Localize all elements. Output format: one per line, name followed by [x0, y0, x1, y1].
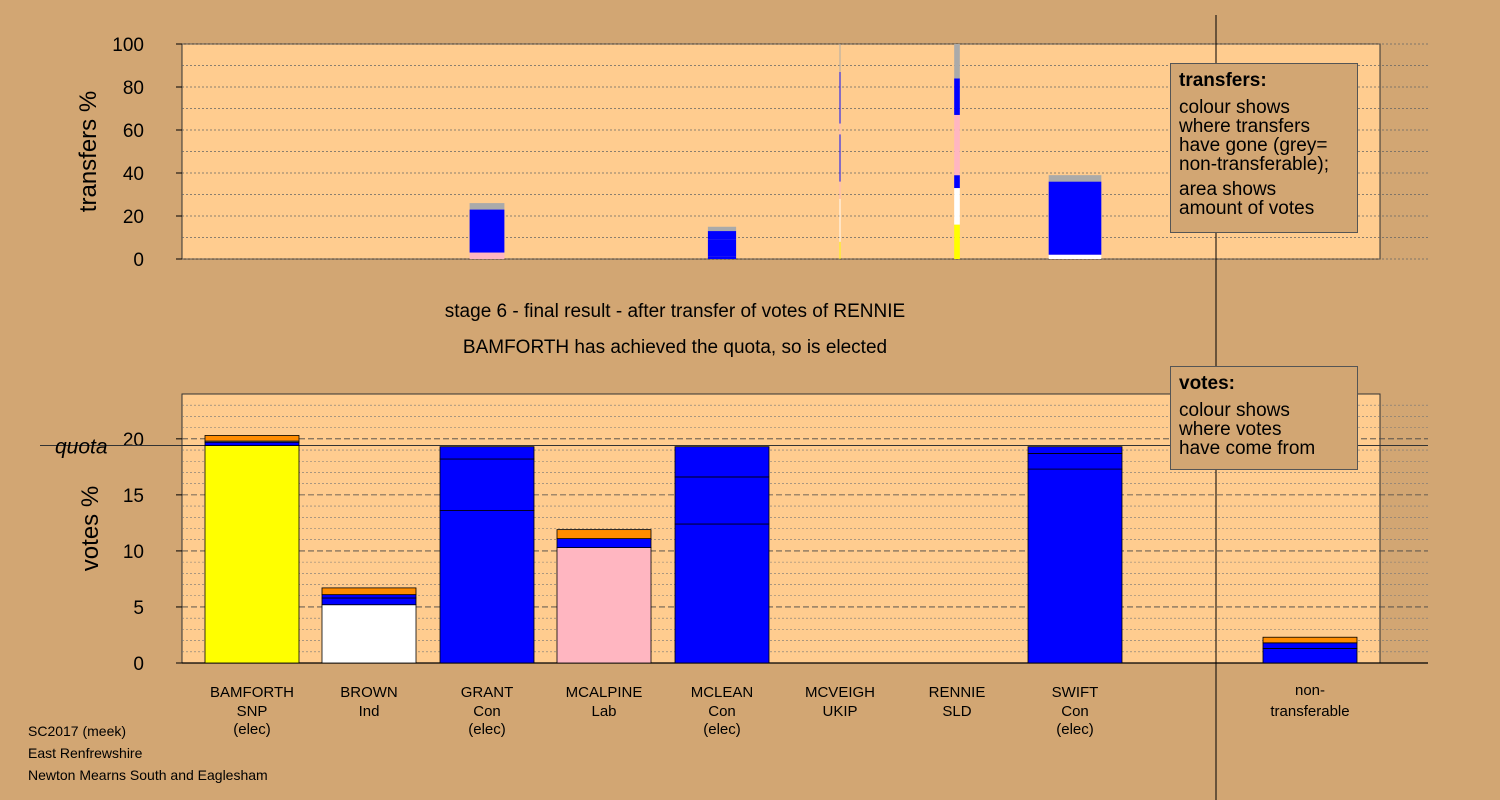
candidate-party: SLD — [942, 703, 971, 720]
candidate-name: BROWN — [340, 684, 398, 701]
transfers-legend-title: transfers: — [1179, 70, 1267, 91]
transfers-bar-segment — [839, 71, 841, 124]
transfers-legend-line: have gone (grey= — [1179, 135, 1328, 156]
candidate-party: SNP — [237, 703, 268, 720]
candidate-status: (elec) — [468, 721, 506, 738]
transfers-tick-label: 20 — [123, 207, 144, 228]
quota-label: quota — [55, 436, 108, 459]
votes-bar-segment — [1262, 636, 1358, 644]
votes-bar-segment — [439, 458, 535, 511]
candidate-name: BAMFORTH — [210, 684, 294, 701]
candidate-party: Lab — [591, 703, 616, 720]
votes-bar-segment — [1027, 446, 1123, 454]
transfers-bar-segment — [707, 231, 737, 240]
candidate-party: UKIP — [822, 703, 857, 720]
candidate-party: Con — [1061, 703, 1089, 720]
transfers-bar-segment — [1048, 181, 1102, 216]
candidate-party: Con — [708, 703, 736, 720]
transfers-bar-segment — [1048, 175, 1102, 182]
transfers-bar-segment — [469, 252, 505, 259]
candidate-status: (elec) — [703, 721, 741, 738]
transfers-bar-segment — [954, 114, 960, 176]
transfers-bar-segment — [839, 241, 841, 259]
transfers-legend-line: amount of votes — [1179, 198, 1315, 219]
votes-legend-line: colour shows — [1179, 400, 1290, 421]
transfers-bar-segment — [469, 203, 505, 210]
votes-bar-segment — [439, 446, 535, 460]
transfers-bar-segment — [954, 188, 960, 225]
transfers-axis-label: transfers % — [75, 91, 102, 212]
transfers-bar-segment — [954, 78, 960, 115]
votes-bar-segment — [321, 604, 417, 664]
votes-tick-label: 5 — [133, 598, 144, 619]
votes-bar-segment — [674, 476, 770, 525]
votes-bar-segment — [204, 435, 300, 442]
candidate-name: GRANT — [461, 684, 514, 701]
footer-council: East Renfrewshire — [28, 745, 143, 761]
transfers-bar-segment — [1048, 216, 1102, 255]
transfers-bar-segment — [954, 224, 960, 259]
candidate-name: MCVEIGH — [805, 684, 875, 701]
votes-bar-segment — [321, 597, 417, 606]
transfers-bar-segment — [1048, 254, 1102, 259]
transfers-tick-label: 0 — [133, 250, 144, 271]
transfers-bar-segment — [707, 226, 737, 232]
votes-bar-segment — [674, 523, 770, 664]
transfers-bar-segment — [839, 134, 841, 182]
votes-legend-line: have come from — [1179, 438, 1316, 459]
candidate-party: Ind — [359, 703, 380, 720]
stage-subtitle: BAMFORTH has achieved the quota, so is e… — [462, 337, 888, 358]
transfers-legend-line: area shows — [1179, 179, 1277, 200]
votes-bar-segment — [321, 594, 417, 599]
candidate-status: (elec) — [1056, 721, 1094, 738]
transfers-tick-label: 60 — [123, 121, 144, 142]
votes-bar-segment — [321, 587, 417, 596]
transfers-bar-segment — [469, 209, 505, 253]
votes-bar-segment — [556, 547, 652, 664]
transfers-bar-segment — [839, 198, 841, 242]
transfers-bar-segment — [707, 239, 737, 257]
votes-bar-segment — [674, 446, 770, 478]
transfers-bar-segment — [839, 123, 841, 135]
transfers-bar-segment — [954, 175, 960, 189]
votes-axis-label: votes % — [77, 486, 104, 571]
votes-legend-title: votes: — [1179, 373, 1235, 394]
transfers-bar-segment — [839, 181, 841, 199]
transfers-legend-line: non-transferable); — [1179, 154, 1329, 175]
transfers-tick-label: 100 — [112, 35, 144, 56]
transfers-bar-segment — [839, 44, 841, 72]
votes-bar-segment — [1027, 453, 1123, 470]
footer-ward: Newton Mearns South and Eaglesham — [28, 767, 268, 783]
stage-title: stage 6 - final result - after transfer … — [444, 301, 906, 322]
votes-bar-segment — [439, 510, 535, 664]
candidate-party: Con — [473, 703, 501, 720]
votes-legend-line: where votes — [1179, 419, 1282, 440]
votes-bar-segment — [204, 441, 300, 446]
candidate-name: SWIFT — [1052, 684, 1099, 701]
votes-tick-label: 10 — [123, 542, 144, 563]
transfers-bar-segment — [954, 44, 960, 79]
votes-tick-label: 20 — [123, 430, 144, 451]
candidate-label: non- — [1295, 682, 1325, 699]
candidate-label: transferable — [1270, 703, 1349, 720]
transfers-tick-label: 80 — [123, 78, 144, 99]
candidate-status: (elec) — [233, 721, 271, 738]
votes-bar-segment — [204, 445, 300, 664]
transfers-bar-segment — [707, 256, 737, 259]
votes-tick-label: 15 — [123, 486, 144, 507]
transfers-legend-line: colour shows — [1179, 97, 1290, 118]
footer-election: SC2017 (meek) — [28, 723, 127, 739]
candidate-name: MCLEAN — [691, 684, 754, 701]
candidate-name: MCALPINE — [566, 684, 643, 701]
votes-bar-segment — [556, 538, 652, 548]
transfers-tick-label: 40 — [123, 164, 144, 185]
transfers-legend: transfers: colour shows where transfers … — [1170, 63, 1358, 233]
votes-bar-segment — [556, 529, 652, 539]
votes-bar-segment — [1027, 468, 1123, 664]
transfers-legend-line: where transfers — [1179, 116, 1310, 137]
votes-legend: votes: colour shows where votes have com… — [1170, 366, 1358, 470]
candidate-name: RENNIE — [929, 684, 986, 701]
votes-tick-label: 0 — [133, 654, 144, 675]
